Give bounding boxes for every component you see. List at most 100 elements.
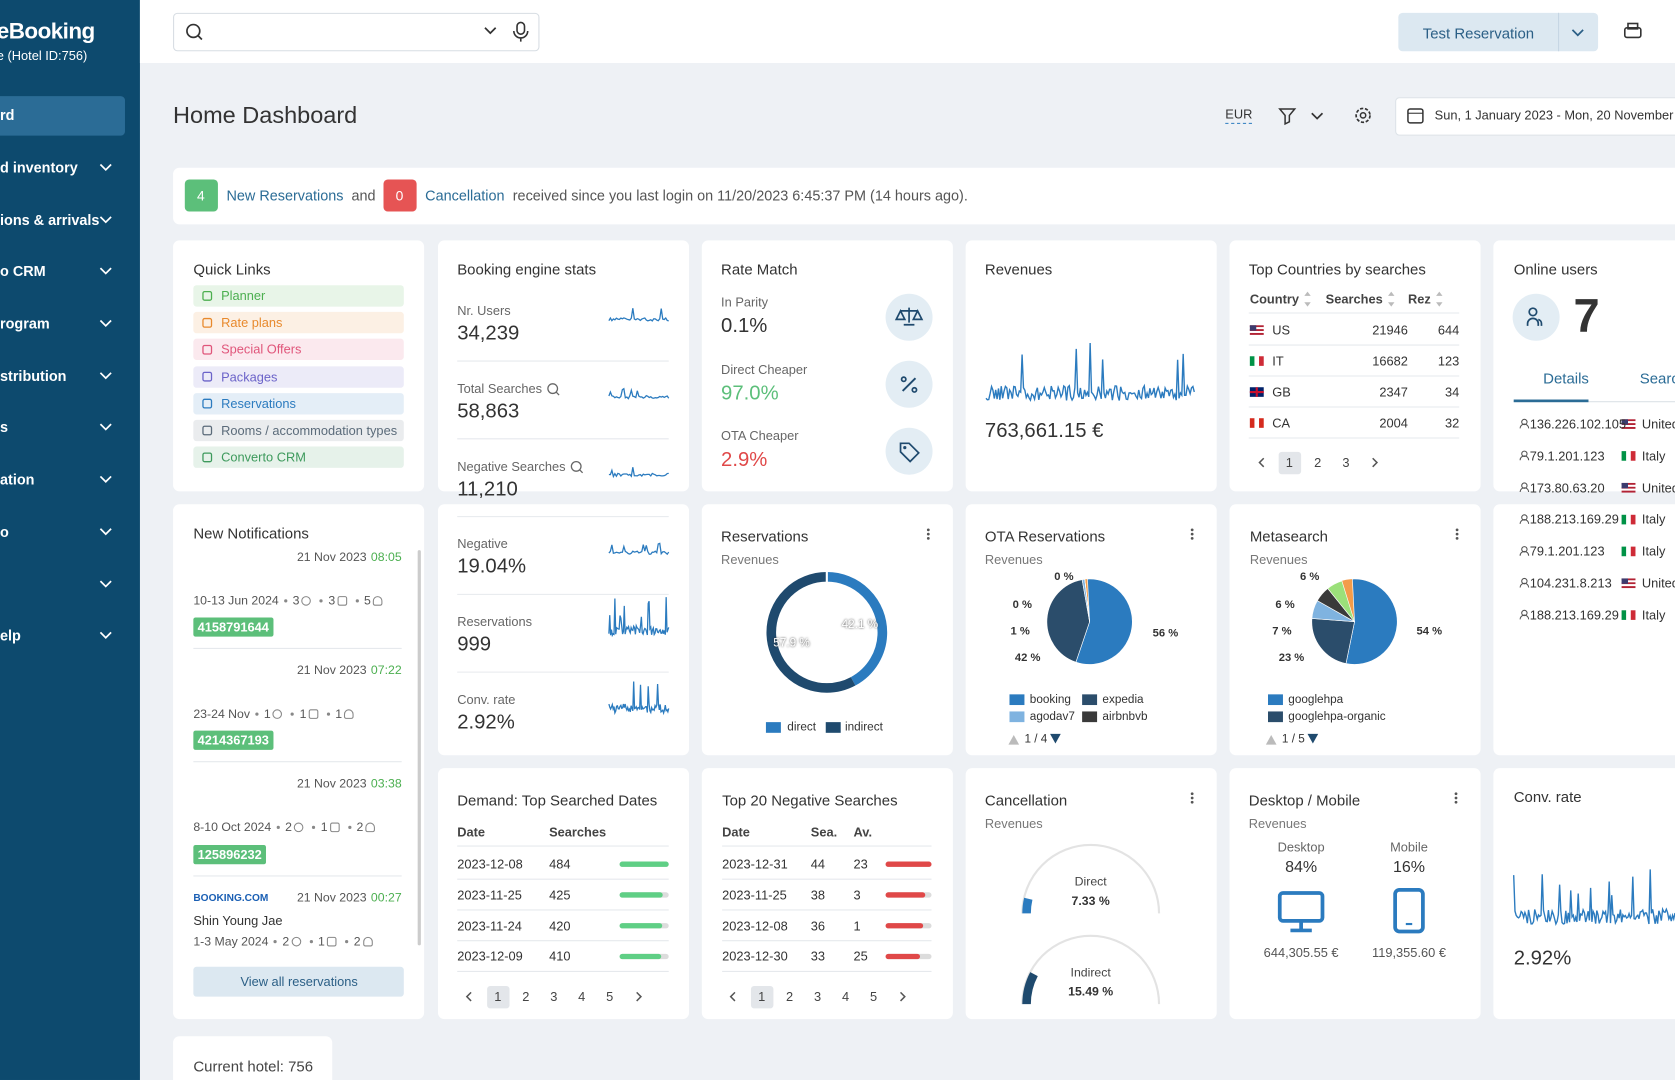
pager-page[interactable]: 5 — [606, 989, 614, 1005]
menu-item[interactable]: o — [0, 523, 9, 540]
reservation-code[interactable]: 125896232 — [193, 844, 267, 865]
pager-page[interactable]: 2 — [522, 989, 530, 1005]
tab-active[interactable]: Details — [1543, 369, 1589, 387]
view-all-label[interactable]: View all reservations — [240, 974, 358, 990]
person-icon — [1521, 577, 1528, 585]
currency[interactable]: EUR — [1225, 107, 1253, 124]
quick-link-bg[interactable] — [193, 339, 404, 361]
card — [1229, 768, 1481, 1020]
cell: 44 — [810, 856, 826, 872]
date: 21 Nov 2023 — [296, 777, 367, 791]
cell: 23 — [853, 856, 868, 872]
column-header[interactable]: Searches — [1325, 291, 1383, 307]
pager-page[interactable]: 1 — [494, 989, 502, 1005]
searches: 2004 — [1379, 415, 1408, 431]
cell: 38 — [810, 887, 826, 903]
active-menu-item — [0, 96, 125, 136]
quick-link-bg[interactable] — [193, 446, 404, 469]
test-reservation-button[interactable] — [1398, 12, 1599, 52]
quick-link-bg[interactable] — [193, 312, 404, 334]
cell: 425 — [549, 887, 571, 903]
button-label[interactable]: Test Reservation — [1422, 24, 1535, 42]
pager-page[interactable]: 3 — [1342, 455, 1350, 471]
quick-link-bg[interactable] — [193, 419, 404, 442]
pager-page[interactable]: 2 — [1314, 455, 1322, 471]
menu-dots — [1190, 532, 1194, 536]
quick-link-bg[interactable] — [193, 365, 404, 388]
flag — [1249, 329, 1264, 332]
pager-next — [1307, 733, 1319, 744]
search-box[interactable] — [173, 12, 540, 52]
quick-link[interactable]: Converto CRM — [221, 449, 306, 465]
nights: 3 — [292, 595, 300, 608]
revenue-value: 763,661.15 € — [984, 419, 1104, 443]
tab[interactable]: Search — [1639, 369, 1675, 387]
pager-page[interactable]: 4 — [842, 989, 850, 1005]
chevron — [1311, 112, 1324, 120]
menu-dots — [1190, 800, 1194, 804]
reservation-code[interactable]: 4158791644 — [193, 617, 274, 637]
stat-value: 999 — [457, 633, 492, 657]
notification-date: 21 Nov 2023 00:27 — [297, 892, 402, 905]
mobile-icon — [1393, 887, 1425, 934]
new-reservations-link[interactable]: New Reservations — [226, 187, 344, 204]
column-header[interactable]: Rez — [1407, 291, 1431, 307]
quick-link-bg[interactable] — [193, 392, 404, 415]
quick-link[interactable]: Rate plans — [221, 315, 283, 331]
card — [173, 1036, 333, 1080]
pager-page[interactable]: 4 — [578, 989, 586, 1005]
quick-link[interactable]: Packages — [221, 369, 278, 385]
menu-item[interactable]: ation — [0, 471, 35, 488]
column-header[interactable]: Country — [1249, 291, 1299, 307]
chevron — [99, 372, 112, 380]
pager-page[interactable]: 1 — [758, 989, 766, 1005]
menu-item[interactable]: s — [0, 419, 9, 436]
quick-link-bg[interactable] — [193, 285, 404, 307]
date-range-box[interactable] — [1395, 97, 1675, 136]
zoom-icon — [570, 460, 582, 472]
quick-link[interactable]: Planner — [221, 288, 266, 304]
flag — [1621, 421, 1636, 424]
pie-slice — [1311, 618, 1355, 664]
country-code: GB — [1272, 384, 1291, 400]
reservation-code[interactable]: 4214367193 — [193, 730, 274, 750]
ip-address: 188.213.169.29 — [1529, 512, 1619, 528]
menu-item[interactable]: ions & arrivals — [0, 212, 100, 229]
card — [1493, 504, 1675, 756]
desktop-icon — [1277, 891, 1325, 923]
legend-label: booking — [1029, 693, 1071, 707]
cancellation-link[interactable]: Cancellation — [425, 187, 505, 204]
country-code: CA — [1272, 415, 1291, 431]
menu-item[interactable]: rogram — [0, 315, 50, 332]
menu-item[interactable]: o CRM — [0, 263, 46, 280]
gauge-name: Direct — [1074, 875, 1107, 889]
guests-icon — [372, 596, 383, 606]
pager-page[interactable]: 3 — [550, 989, 558, 1005]
reservation-details: 10-13 Jun 2024 3 3 5 — [193, 595, 385, 608]
sort-icon — [1304, 291, 1311, 307]
pager-page[interactable]: 1 — [1285, 455, 1293, 471]
pager-page[interactable]: 2 — [786, 989, 794, 1005]
bar — [885, 953, 921, 960]
device-revenue: 119,355.60 € — [1372, 945, 1446, 961]
menu-item[interactable]: stribution — [0, 368, 67, 385]
stat-value: 58,863 — [457, 400, 520, 423]
menu-item[interactable]: d inventory — [0, 159, 78, 176]
stat-value: 19.04% — [457, 555, 527, 579]
column-header: Searches — [549, 824, 607, 840]
quick-link[interactable]: Special Offers — [221, 342, 302, 358]
quick-link[interactable]: Reservations — [221, 396, 296, 412]
menu-dots — [1190, 792, 1194, 796]
pager-page[interactable]: 3 — [814, 989, 822, 1005]
quick-link-icon — [202, 398, 213, 409]
pager-page[interactable]: 5 — [870, 989, 878, 1005]
flag — [1626, 610, 1631, 620]
menu-item[interactable]: elp — [0, 627, 21, 644]
legend-swatch — [1268, 711, 1283, 723]
quick-link[interactable]: Rooms / accommodation types — [221, 423, 398, 438]
pie-slice — [1345, 578, 1398, 665]
zoom-icon — [547, 383, 559, 395]
view-all-button[interactable] — [193, 966, 404, 997]
menu-item[interactable]: rd — [0, 107, 15, 124]
pie-label: 42 % — [1014, 651, 1041, 665]
